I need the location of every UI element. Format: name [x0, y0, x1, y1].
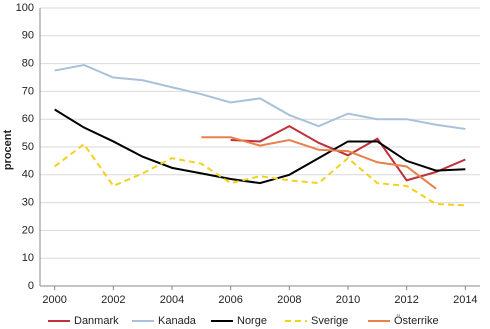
series-line	[230, 125, 466, 182]
x-tick-label: 2000	[42, 294, 66, 306]
legend-label: Norge	[237, 315, 267, 327]
y-tick-label: 0	[28, 280, 34, 292]
y-tick-label: 80	[22, 58, 34, 70]
y-axis-label: procent	[2, 129, 14, 170]
x-tick-label: 2004	[160, 294, 184, 306]
x-tick-label: 2006	[218, 294, 242, 306]
y-tick-label: 70	[22, 85, 34, 97]
series-line	[54, 142, 466, 207]
y-tick-label: 60	[22, 113, 34, 125]
series-line	[54, 63, 466, 130]
series-line	[201, 136, 437, 190]
y-tick-label: 90	[22, 30, 34, 42]
legend-label: Österrike	[394, 315, 439, 327]
legend-label: Danmark	[74, 315, 119, 327]
legend-label: Kanada	[158, 315, 197, 327]
y-tick-label: 40	[22, 169, 34, 181]
legend-label: Sverige	[311, 315, 348, 327]
x-tick-label: 2010	[336, 294, 360, 306]
y-tick-label: 20	[22, 224, 34, 236]
x-tick-label: 2008	[277, 294, 301, 306]
x-tick-label: 2012	[394, 294, 418, 306]
y-tick-label: 30	[22, 197, 34, 209]
x-tick-label: 2014	[453, 294, 477, 306]
y-tick-label: 50	[22, 141, 34, 153]
x-tick-label: 2002	[101, 294, 125, 306]
y-tick-label: 100	[16, 2, 34, 14]
y-tick-label: 10	[22, 252, 34, 264]
series-line	[54, 108, 466, 185]
